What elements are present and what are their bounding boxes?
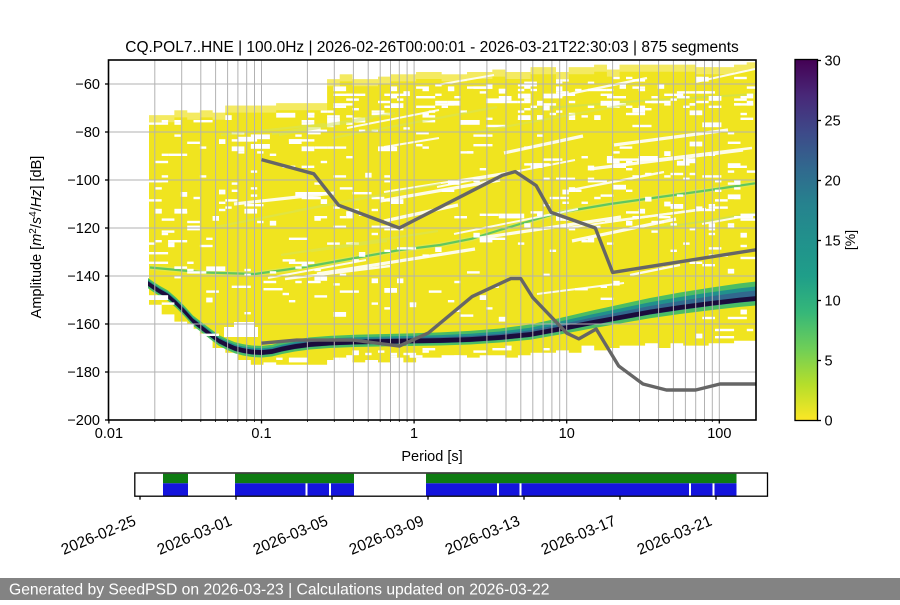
svg-text:−60: −60 <box>75 77 100 93</box>
svg-text:30: 30 <box>825 54 841 70</box>
svg-text:Generated by SeedPSD on 2026-0: Generated by SeedPSD on 2026-03-23 | Cal… <box>9 582 549 599</box>
svg-text:10: 10 <box>559 426 575 442</box>
svg-text:1: 1 <box>410 426 418 442</box>
svg-text:100: 100 <box>707 426 731 442</box>
svg-text:25: 25 <box>825 114 841 130</box>
svg-text:−140: −140 <box>67 269 100 285</box>
svg-text:−180: −180 <box>67 365 100 381</box>
svg-text:−80: −80 <box>75 125 100 141</box>
svg-text:0: 0 <box>825 414 833 430</box>
svg-text:0.01: 0.01 <box>95 426 123 442</box>
svg-text:10: 10 <box>825 294 841 310</box>
svg-text:Period [s]: Period [s] <box>401 449 462 465</box>
svg-text:−120: −120 <box>67 221 100 237</box>
svg-text:−160: −160 <box>67 317 100 333</box>
svg-text:15: 15 <box>825 234 841 250</box>
svg-text:0.1: 0.1 <box>251 426 271 442</box>
svg-text:5: 5 <box>825 354 833 370</box>
svg-text:−200: −200 <box>67 413 100 429</box>
svg-text:20: 20 <box>825 174 841 190</box>
svg-text:CQ.POL7..HNE | 100.0Hz | 2026-: CQ.POL7..HNE | 100.0Hz | 2026-02-26T00:0… <box>125 39 739 56</box>
svg-text:Amplitude [m2/s4/Hz] [dB]: Amplitude [m2/s4/Hz] [dB] <box>28 156 45 319</box>
svg-text:[%]: [%] <box>842 230 858 250</box>
svg-text:−100: −100 <box>67 173 100 189</box>
